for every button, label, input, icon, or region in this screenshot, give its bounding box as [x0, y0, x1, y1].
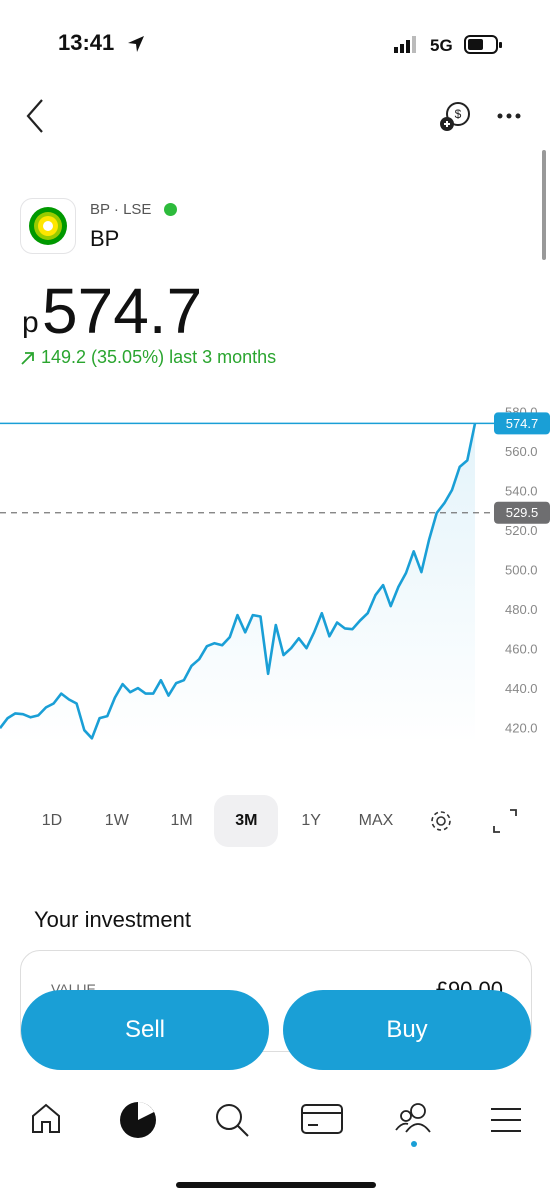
buy-button[interactable]: Buy — [283, 990, 531, 1070]
range-option[interactable]: 1D — [41, 812, 63, 829]
price-change: 149.2 (35.05%) last 3 months — [41, 347, 277, 367]
scrollbar — [542, 150, 546, 260]
price-tag-label: 574.7 — [506, 416, 539, 431]
svg-text:$: $ — [455, 107, 462, 121]
y-tick-label: 560.0 — [505, 444, 538, 459]
y-tick-label: 480.0 — [505, 602, 538, 617]
y-tick-label: 520.0 — [505, 523, 538, 538]
search-tab[interactable] — [212, 1100, 252, 1140]
tab-bar — [0, 1082, 552, 1200]
more-button[interactable] — [496, 108, 526, 124]
investment-title: Your investment — [34, 907, 191, 932]
home-indicator — [176, 1182, 376, 1188]
range-option[interactable]: MAX — [358, 812, 394, 829]
y-tick-label: 420.0 — [505, 721, 538, 736]
price-tag-label: 529.5 — [506, 505, 539, 520]
price-area — [0, 423, 475, 745]
exchange-label: BP · LSE — [90, 201, 152, 218]
market-open-dot — [164, 203, 177, 216]
fullscreen-button[interactable] — [492, 808, 518, 834]
signal-icon — [394, 36, 416, 53]
stock-name: BP — [90, 226, 120, 251]
portfolio-tab[interactable] — [118, 1100, 158, 1140]
sell-button[interactable]: Sell — [21, 990, 269, 1070]
range-option[interactable]: 1Y — [301, 812, 321, 829]
range-option[interactable]: 1M — [170, 812, 193, 829]
y-tick-label: 440.0 — [505, 681, 538, 696]
currency-symbol: p — [22, 306, 39, 339]
range-option[interactable]: 1W — [104, 812, 129, 829]
alert-button[interactable]: $ — [436, 98, 476, 138]
price-tag — [494, 501, 550, 524]
range-option[interactable]: 3M — [214, 795, 279, 847]
price-tag — [494, 412, 550, 435]
stock-logo — [20, 198, 76, 254]
social-tab[interactable] — [394, 1100, 434, 1150]
stock-price: 574.7 — [42, 275, 203, 347]
change-arrow — [21, 352, 34, 365]
y-tick-label: 460.0 — [505, 642, 538, 657]
network-label: 5G — [430, 36, 453, 55]
status-time: 13:41 — [58, 30, 115, 55]
battery-icon — [464, 35, 502, 54]
home-tab[interactable] — [28, 1100, 64, 1136]
back-button[interactable] — [20, 96, 50, 136]
card-tab[interactable] — [300, 1102, 344, 1136]
y-tick-label: 500.0 — [505, 563, 538, 578]
y-tick-label: 540.0 — [505, 483, 538, 498]
location-icon — [128, 36, 144, 52]
price-line — [0, 423, 477, 740]
menu-tab[interactable] — [488, 1106, 524, 1134]
settings-button[interactable] — [428, 808, 454, 834]
price-chart: 420.0 440.0 460.0 480.0 500.0 520.0 540.0 560.0… — [0, 404, 550, 745]
